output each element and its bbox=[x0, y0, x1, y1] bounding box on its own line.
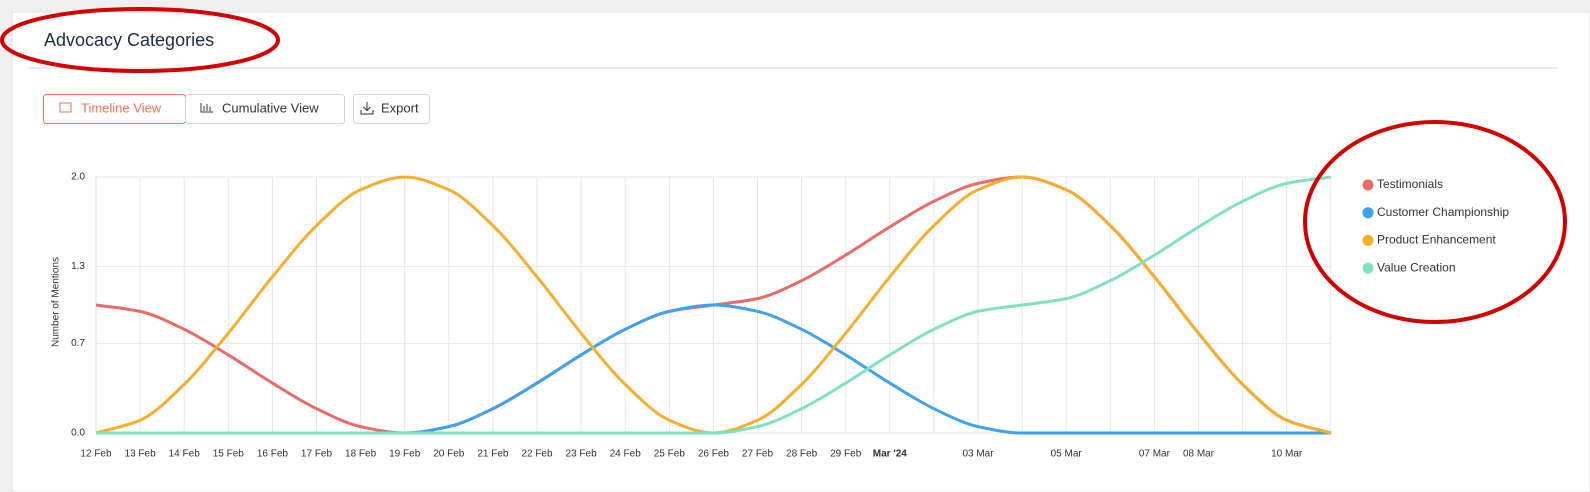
card-title: Advocacy Categories bbox=[44, 30, 214, 50]
button-label: Export bbox=[381, 100, 419, 115]
cumulative-button[interactable]: Cumulative View bbox=[185, 94, 345, 124]
legend-label: Customer Championship bbox=[1377, 205, 1509, 219]
y-axis-label: Number of Mentions bbox=[51, 257, 62, 347]
y-tick-label: 1.3 bbox=[71, 261, 85, 272]
x-tick-label: 13 Feb bbox=[125, 449, 157, 460]
legend-label: Testimonials bbox=[1377, 177, 1443, 191]
y-tick-label: 0.0 bbox=[71, 428, 85, 439]
legend-label: Product Enhancement bbox=[1377, 233, 1496, 247]
icon bbox=[360, 102, 374, 115]
legend-swatch bbox=[1362, 262, 1374, 274]
x-tick-label: 26 Feb bbox=[698, 449, 730, 460]
icon bbox=[200, 103, 213, 113]
series-line bbox=[95, 175, 1332, 435]
y-tick-label: 2.0 bbox=[71, 172, 85, 183]
x-tick-label: 19 Feb bbox=[389, 449, 421, 460]
legend-swatch bbox=[1362, 179, 1374, 191]
button-label: Timeline View bbox=[81, 100, 162, 115]
x-tick-label: 22 Feb bbox=[521, 449, 553, 460]
x-tick-label: 18 Feb bbox=[345, 449, 377, 460]
x-tick-label: 17 Feb bbox=[301, 449, 333, 460]
x-tick-label: 25 Feb bbox=[654, 449, 686, 460]
legend-label: Value Creation bbox=[1377, 260, 1456, 274]
x-tick-label: 24 Feb bbox=[610, 449, 642, 460]
legend: Testimonials Customer Championship Product… bbox=[1362, 177, 1509, 274]
x-tick-label: 10 Mar bbox=[1271, 449, 1303, 460]
x-tick-label: 03 Mar bbox=[962, 449, 994, 460]
x-tick-label: 15 Feb bbox=[213, 449, 245, 460]
icon bbox=[59, 102, 72, 113]
x-tick-label: Mar '24 bbox=[873, 449, 908, 460]
x-tick-label: 20 Feb bbox=[433, 449, 465, 460]
plot: 0.0 0.7 1.3 2.0 12 Feb 13 Feb 14 Feb 15 Feb 16 F… bbox=[71, 172, 1332, 460]
x-tick-label: 23 Feb bbox=[566, 449, 598, 460]
x-tick-label: 07 Mar bbox=[1139, 449, 1171, 460]
x-tick-label: 27 Feb bbox=[742, 449, 774, 460]
y-tick-label: 0.7 bbox=[71, 338, 85, 349]
button-frame bbox=[353, 94, 430, 124]
x-tick-label: 08 Mar bbox=[1183, 449, 1215, 460]
x-tick-label: 14 Feb bbox=[169, 449, 201, 460]
x-tick-label: 12 Feb bbox=[80, 449, 112, 460]
annotation-ellipse bbox=[1303, 120, 1567, 324]
x-tick-label: 05 Mar bbox=[1051, 449, 1083, 460]
button-label: Cumulative View bbox=[222, 100, 319, 115]
annotation-ellipse bbox=[0, 7, 280, 73]
timeline-button[interactable]: Timeline View bbox=[43, 94, 186, 124]
card bbox=[11, 11, 1590, 492]
x-tick-label: 21 Feb bbox=[477, 449, 509, 460]
x-tick-label: 16 Feb bbox=[257, 449, 289, 460]
export-button[interactable]: Export bbox=[353, 94, 430, 124]
x-tick-label: 29 Feb bbox=[830, 449, 862, 460]
button-frame bbox=[185, 94, 345, 124]
legend-swatch bbox=[1362, 207, 1374, 219]
x-tick-label: 28 Feb bbox=[786, 449, 818, 460]
legend-swatch bbox=[1362, 234, 1374, 246]
